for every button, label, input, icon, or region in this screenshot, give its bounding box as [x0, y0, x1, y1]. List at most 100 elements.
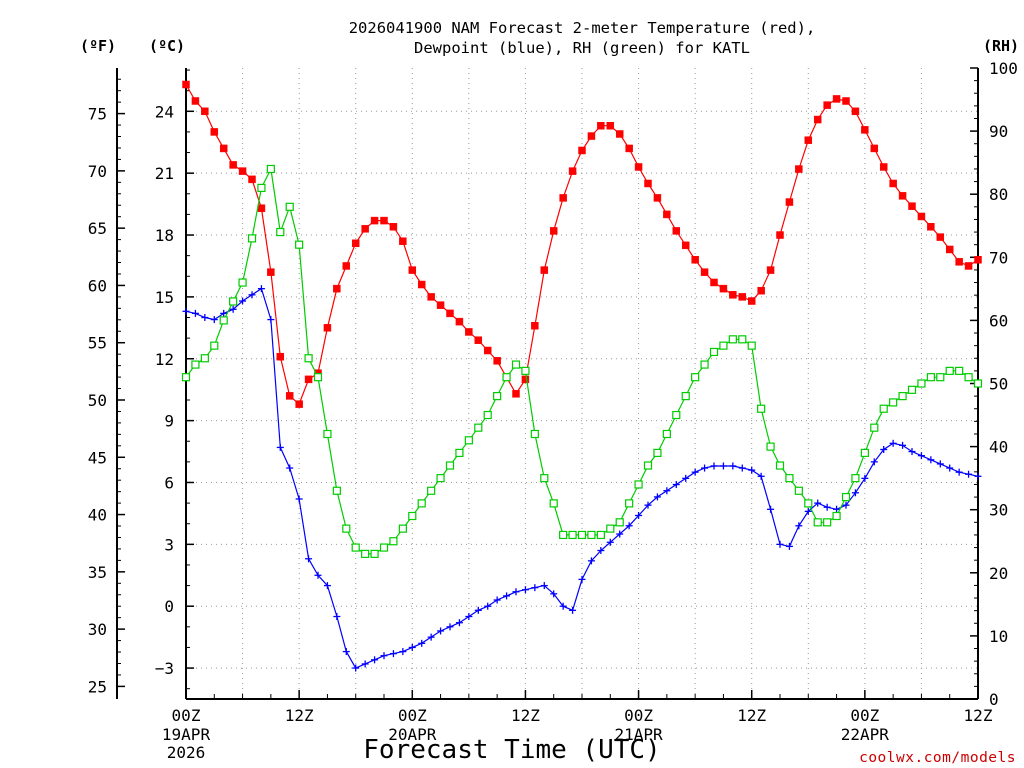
temperature-point: [465, 328, 473, 336]
dewpoint-point: [946, 464, 954, 472]
temperature-point: [738, 293, 747, 301]
rh-point: [474, 423, 483, 432]
fahrenheit-tick-label: 45: [88, 448, 107, 467]
temperature-point: [549, 227, 558, 235]
chart-title-line-1: 2026041900 NAM Forecast 2-meter Temperat…: [349, 19, 816, 37]
temperature-point: [361, 225, 369, 233]
temperature-point: [342, 262, 351, 270]
rh-point: [587, 530, 596, 540]
temperature-point: [531, 322, 539, 330]
rh-point: [681, 392, 690, 401]
fahrenheit-tick-label: 60: [88, 276, 107, 295]
dewpoint-point: [540, 582, 548, 590]
rh-point: [436, 474, 445, 483]
temperature-point: [823, 101, 831, 109]
rh-point: [191, 360, 200, 369]
dewpoint-point: [437, 627, 445, 635]
rh-point: [794, 486, 803, 495]
temperature-point: [389, 223, 398, 231]
time-tick-label: 00Z: [172, 706, 201, 725]
temperature-point: [644, 179, 652, 188]
temperature-point: [889, 179, 897, 188]
rh-point: [285, 202, 294, 211]
temperature-point: [351, 239, 360, 248]
credit-text: coolwx.com/models: [859, 750, 1016, 766]
temperature-point: [955, 258, 963, 266]
rh-point: [766, 442, 775, 451]
time-tick-label: 12Z: [964, 706, 993, 725]
rh-point: [219, 316, 228, 325]
fahrenheit-tick-label: 75: [88, 105, 107, 124]
dewpoint-point: [908, 448, 916, 456]
chart-title-line-2: Dewpoint (blue), RH (green) for KATL: [414, 39, 750, 57]
rh-point: [728, 335, 737, 344]
temperature-point: [521, 375, 530, 384]
temperature-point: [323, 324, 332, 332]
dewpoint-point: [861, 474, 869, 482]
dewpoint-point: [804, 507, 812, 515]
temperature-point: [719, 284, 728, 293]
temperature-point: [276, 352, 285, 361]
dewpoint-point: [719, 462, 727, 470]
temperature-point: [257, 204, 266, 212]
dewpoint-point: [625, 522, 633, 530]
rh-point: [936, 373, 945, 382]
temperature-point: [191, 97, 200, 105]
dewpoint-point: [842, 501, 850, 509]
temperature-point: [333, 284, 341, 293]
rh-point: [389, 537, 398, 546]
rh-point: [483, 410, 492, 420]
temperature-point: [663, 210, 671, 219]
temperature-point: [455, 317, 464, 326]
time-date-label: 19APR: [162, 725, 211, 744]
rh-tick-label: 40: [989, 438, 1008, 457]
rh-point: [408, 511, 417, 521]
rh-point: [200, 354, 209, 363]
rh-point: [577, 530, 587, 540]
temperature-point: [568, 167, 577, 175]
time-tick-label: 12Z: [285, 706, 314, 725]
grid-lines: [186, 68, 978, 699]
temperature-point: [304, 375, 313, 384]
rh-point: [860, 448, 869, 458]
dewpoint-point: [653, 493, 661, 501]
rh-point: [813, 518, 822, 527]
rh-point: [889, 398, 898, 407]
time-year-label: 2026: [167, 743, 206, 762]
dewpoint-point: [644, 501, 652, 509]
rh-point: [549, 499, 558, 508]
temperature-point: [653, 194, 662, 202]
rh-point: [323, 429, 332, 439]
temperature-point: [446, 309, 454, 318]
temperature-point: [285, 392, 294, 400]
rh-point: [370, 549, 379, 558]
rh-point: [804, 499, 813, 508]
dewpoint-point: [578, 575, 586, 583]
temperature-point: [267, 268, 275, 276]
temperature-point: [578, 146, 586, 155]
time-tick-label: 00Z: [624, 706, 653, 725]
rh-point: [229, 297, 238, 306]
rh-point: [238, 278, 247, 287]
rh-point: [757, 404, 766, 413]
temperature-point: [936, 233, 945, 241]
fahrenheit-tick-label: 30: [88, 620, 107, 639]
rh-point: [700, 360, 709, 369]
rh-point: [257, 183, 266, 192]
temperature-point: [559, 194, 567, 202]
dewpoint-point: [257, 285, 265, 293]
dewpoint-point: [748, 466, 756, 474]
temperature-point: [634, 163, 643, 171]
dewpoint-point: [220, 309, 228, 317]
celsius-tick-label: 9: [164, 412, 174, 431]
fahrenheit-tick-label: 50: [88, 391, 107, 410]
temperature-point: [370, 216, 379, 225]
dewpoint-point: [955, 468, 963, 476]
dewpoint-point: [474, 606, 482, 614]
dewpoint-point: [512, 588, 520, 596]
celsius-tick-label: 3: [164, 535, 174, 554]
temperature-point: [757, 286, 765, 295]
temperature-point: [710, 278, 718, 287]
